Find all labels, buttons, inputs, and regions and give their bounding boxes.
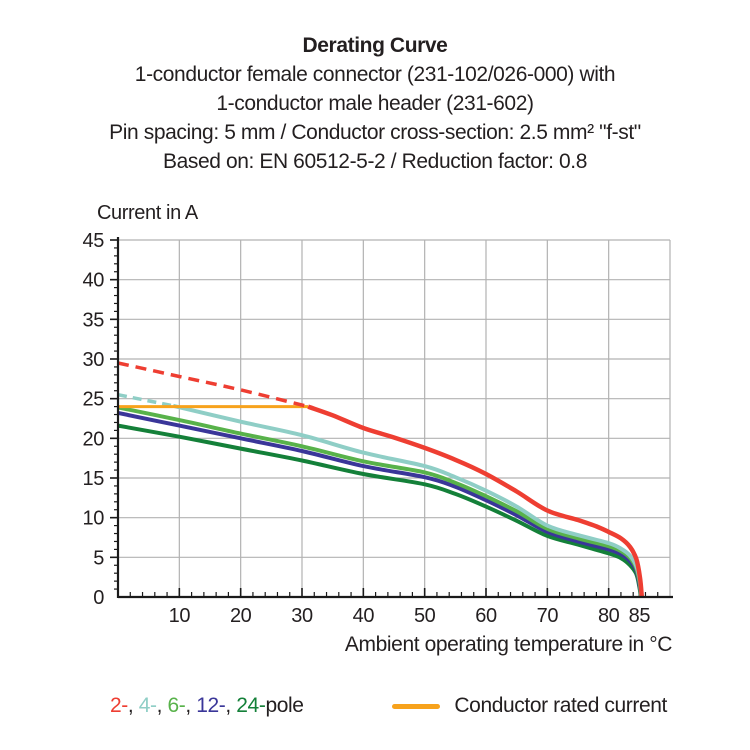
x-tick-label: 10 — [169, 605, 191, 627]
x-tick-label: 50 — [414, 605, 436, 627]
chart-header: Derating Curve 1-conductor female connec… — [0, 31, 750, 176]
x-tick-label: 60 — [475, 605, 497, 627]
y-tick-label: 5 — [93, 547, 104, 569]
legend-item-12-pole: 12- — [196, 694, 226, 717]
y-tick-label: 10 — [83, 508, 105, 530]
derating-chart: 10 20 30 40 50 60 70 80 85 0 5 10 15 20 25 30 35 40 45 — [83, 230, 673, 627]
tick-labels: 10 20 30 40 50 60 70 80 85 0 5 10 15 20 25 30 35 40 45 — [83, 230, 651, 627]
legend-separator: , — [185, 694, 197, 717]
curve-pole-4-dashed — [117, 392, 174, 408]
y-tick-label: 20 — [83, 428, 105, 450]
x-tick-label: 30 — [291, 605, 313, 627]
legend-item-24-pole: 24- — [236, 694, 266, 717]
grid — [118, 239, 671, 597]
legend-separator: , — [156, 694, 168, 717]
series-curves — [117, 361, 645, 598]
x-tick-label: 85 — [629, 605, 651, 627]
rated-current-legend: Conductor rated current — [392, 694, 667, 718]
curve-pole-4 — [172, 403, 644, 598]
axes — [116, 237, 673, 599]
rated-current-line-swatch — [392, 703, 441, 709]
legend-row: 2-, 4-, 6-, 12-, 24-pole Conductor rated… — [110, 694, 667, 718]
y-axis-title: Current in A — [97, 202, 198, 224]
legend-item-6-pole: 6- — [167, 694, 186, 717]
curve-pole-2-dashed — [117, 361, 309, 409]
chart-subtitle-line: 1-conductor female connector (231-102/02… — [134, 63, 616, 86]
legend-separator: , — [225, 694, 237, 717]
curve-pole-24 — [117, 423, 643, 598]
rated-current-label: Conductor rated current — [454, 694, 667, 717]
curve-pole-6 — [117, 405, 644, 598]
y-tick-label: 45 — [83, 230, 105, 252]
chart-subtitles: 1-conductor female connector (231-102/02… — [0, 60, 750, 176]
y-tick-label: 35 — [83, 309, 105, 331]
y-tick-label: 30 — [83, 349, 105, 371]
x-tick-label: 80 — [598, 605, 620, 627]
legend-separator: , — [127, 694, 139, 717]
chart-subtitle-line: Pin spacing: 5 mm / Conductor cross-sect… — [109, 121, 641, 144]
x-tick-label: 40 — [353, 605, 375, 627]
legend-item-4-pole: 4- — [138, 694, 157, 717]
x-tick-label: 20 — [230, 605, 252, 627]
chart-subtitle-line: Based on: EN 60512-5-2 / Reduction facto… — [162, 150, 588, 173]
legend-item-2-pole: 2- — [110, 694, 128, 717]
x-axis-title: Ambient operating temperature in °C — [344, 633, 672, 656]
y-tick-label: 0 — [93, 587, 104, 609]
curve-pole-2 — [307, 404, 645, 598]
chart-title: Derating Curve — [302, 34, 448, 57]
pole-count-legend: 2-, 4-, 6-, 12-, 24-pole — [110, 694, 304, 718]
legend-suffix: pole — [265, 694, 304, 717]
y-tick-label: 15 — [83, 468, 105, 490]
x-tick-label: 70 — [537, 605, 559, 627]
chart-subtitle-line: 1-conductor male header (231-602) — [216, 92, 534, 115]
y-tick-label: 40 — [83, 270, 105, 292]
y-tick-label: 25 — [83, 389, 105, 411]
